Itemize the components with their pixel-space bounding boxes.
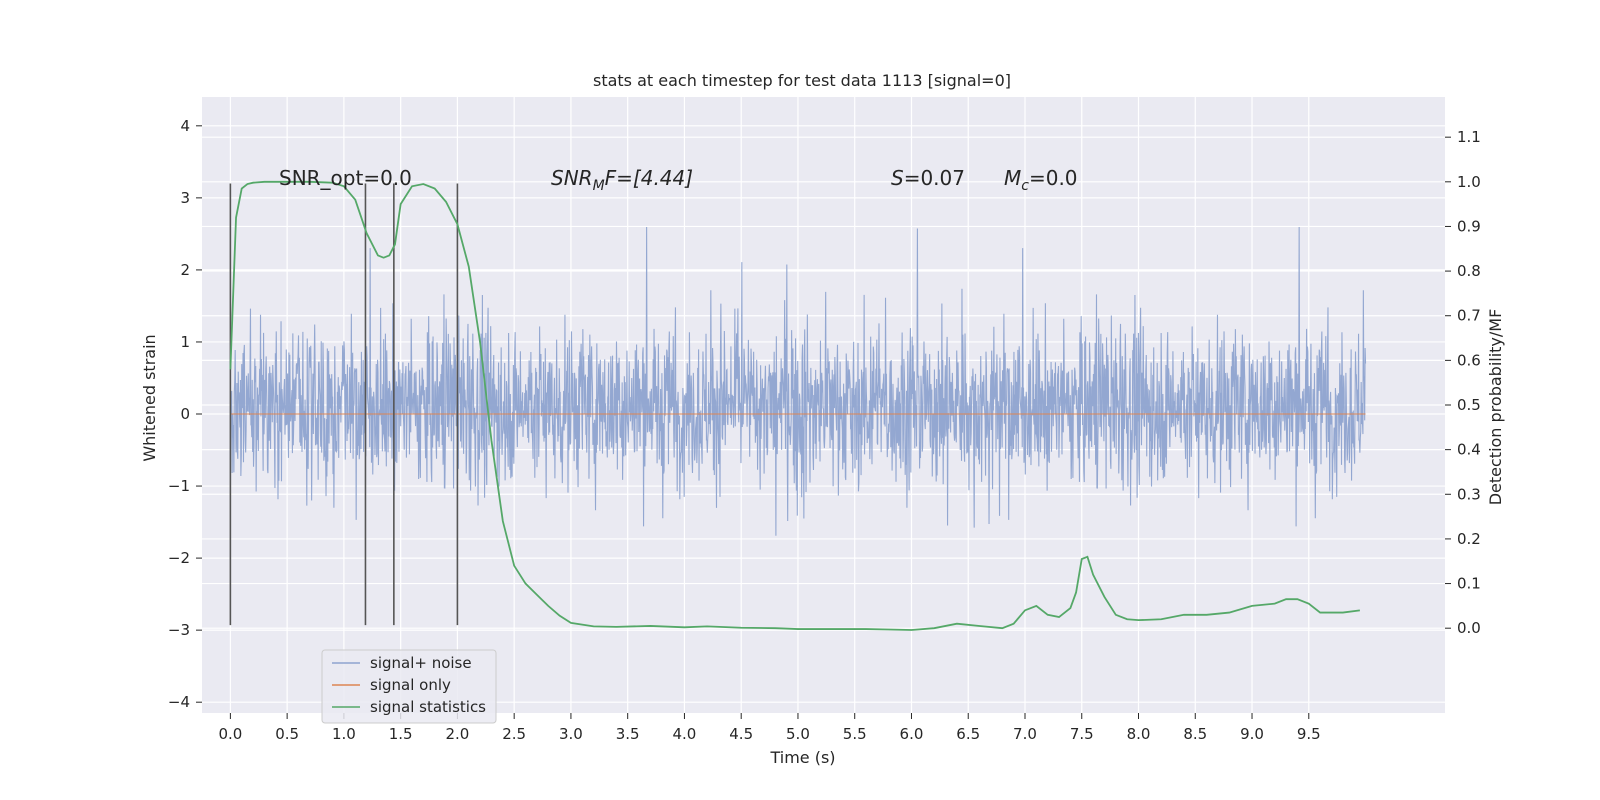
y-left-axis-ticks: 4 3 2 1 0 −1 −2 −3 −4 [168, 117, 202, 711]
x-tick-label: 3.5 [616, 725, 640, 743]
legend-label-statistics: signal statistics [370, 698, 486, 716]
x-tick-label: 0.0 [218, 725, 242, 743]
x-tick-label: 2.5 [502, 725, 526, 743]
y-left-tick-label: −1 [168, 477, 190, 495]
x-tick-label: 7.0 [1013, 725, 1037, 743]
y-right-axis-ticks: 1.1 1.0 0.9 0.8 0.7 0.6 0.5 0.4 0.3 0.2 0.1 0.0 [1445, 128, 1481, 637]
y-right-tick-label: 0.3 [1457, 485, 1481, 503]
x-tick-label: 5.0 [786, 725, 810, 743]
x-tick-label: 0.5 [275, 725, 299, 743]
y-right-tick-label: 0.0 [1457, 619, 1481, 637]
x-tick-label: 4.0 [673, 725, 697, 743]
y-right-tick-label: 0.8 [1457, 262, 1481, 280]
y-left-tick-label: 0 [180, 405, 190, 423]
y-left-tick-label: 1 [180, 333, 190, 351]
annotation-s: S=0.07 [891, 166, 965, 190]
y-right-axis-label: Detection probability/MF [1486, 309, 1505, 506]
chart-title: stats at each timestep for test data 111… [593, 71, 1011, 90]
x-tick-label: 1.0 [332, 725, 356, 743]
legend-label-noise: signal+ noise [370, 654, 472, 672]
legend-label-signal: signal only [370, 676, 451, 694]
x-tick-label: 1.5 [389, 725, 413, 743]
x-tick-label: 8.5 [1183, 725, 1207, 743]
y-left-axis-label: Whitened strain [140, 334, 159, 461]
y-right-tick-label: 1.0 [1457, 173, 1481, 191]
x-tick-label: 6.0 [900, 725, 924, 743]
y-left-tick-label: 2 [180, 261, 190, 279]
y-left-tick-label: −2 [168, 549, 190, 567]
legend: signal+ noise signal only signal statist… [321, 649, 497, 724]
annotation-snr-mf: SNRMF=[4.44] [551, 166, 693, 194]
annotation-snr-opt: SNR_opt=0.0 [279, 166, 412, 190]
series-signal-noise [229, 226, 1367, 536]
y-right-tick-label: 0.1 [1457, 575, 1481, 593]
x-tick-label: 9.0 [1240, 725, 1264, 743]
y-left-tick-label: 3 [180, 189, 190, 207]
y-right-tick-label: 0.4 [1457, 441, 1481, 459]
x-tick-label: 3.0 [559, 725, 583, 743]
x-tick-label: 9.5 [1297, 725, 1321, 743]
x-axis-label: Time (s) [769, 748, 835, 767]
x-tick-label: 8.0 [1127, 725, 1151, 743]
legend-box [321, 649, 497, 724]
series-signal-statistics [229, 180, 1360, 631]
y-left-tick-label: 4 [180, 117, 190, 135]
x-tick-label: 5.5 [843, 725, 867, 743]
y-right-tick-label: 1.1 [1457, 128, 1481, 146]
x-tick-label: 7.5 [1070, 725, 1094, 743]
x-tick-label: 6.5 [956, 725, 980, 743]
y-right-tick-label: 0.2 [1457, 530, 1481, 548]
statistics-line [229, 180, 1360, 631]
noise-line [229, 226, 1367, 536]
y-right-tick-label: 0.5 [1457, 396, 1481, 414]
x-tick-label: 4.5 [729, 725, 753, 743]
x-axis-ticks: 0.0 0.5 1.0 1.5 2.0 2.5 3.0 3.5 4.0 4.5 5.0 5.5 6.0 6… [218, 713, 1321, 743]
y-left-tick-label: −3 [168, 621, 190, 639]
y-right-tick-label: 0.7 [1457, 307, 1481, 325]
annotation-mc: Mc=0.0 [1004, 166, 1078, 194]
y-left-tick-label: −4 [168, 693, 190, 711]
y-right-tick-label: 0.9 [1457, 217, 1481, 235]
x-tick-label: 2.0 [445, 725, 469, 743]
vertical-markers [229, 183, 459, 626]
y-right-tick-label: 0.6 [1457, 351, 1481, 369]
